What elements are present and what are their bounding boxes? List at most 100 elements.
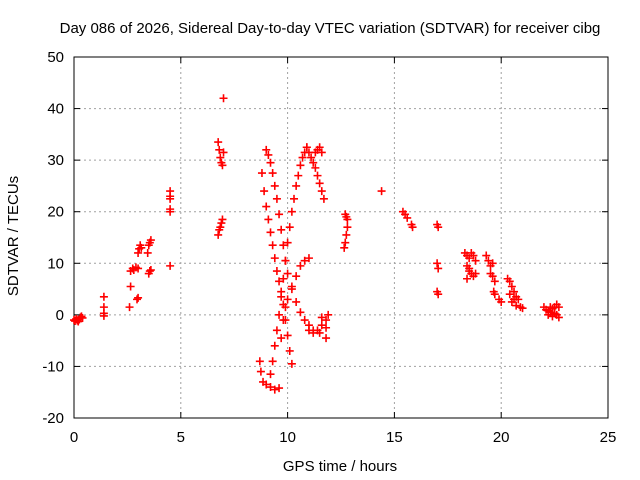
data-point: [463, 274, 472, 283]
data-point: [287, 207, 296, 216]
data-point: [266, 383, 275, 392]
data-point: [471, 269, 480, 278]
data-point: [319, 194, 328, 203]
series-cluster-12.7: [340, 210, 352, 252]
series-cluster-20.3-21.0: [503, 274, 527, 313]
y-tick-labels: -20 -10 0 10 20 30 40 50: [42, 49, 64, 427]
data-point: [217, 219, 226, 228]
data-point: [490, 290, 499, 299]
series-cluster-0.0-0.4: [70, 312, 87, 326]
series-cluster-1.4: [99, 292, 108, 320]
data-point: [465, 254, 474, 263]
data-point: [214, 138, 223, 147]
data-point: [505, 290, 514, 299]
data-point: [277, 292, 286, 301]
data-point: [298, 153, 307, 162]
data-point: [255, 357, 264, 366]
data-point: [465, 264, 474, 273]
y-tick-label: 0: [56, 307, 64, 324]
data-point: [304, 326, 313, 335]
data-point: [270, 254, 279, 263]
data-point: [99, 311, 108, 320]
y-tick-label: -20: [42, 410, 64, 427]
data-point: [490, 277, 499, 286]
data-point: [342, 230, 351, 239]
data-point: [283, 331, 292, 340]
data-point: [146, 236, 155, 245]
data-point: [343, 223, 352, 232]
data-point: [307, 153, 316, 162]
data-point: [292, 297, 301, 306]
data-point: [78, 313, 87, 322]
data-point: [166, 261, 175, 270]
data-point: [262, 380, 271, 389]
series-cluster-19.3-19.7: [482, 251, 506, 306]
data-point: [554, 303, 563, 312]
data-point: [322, 323, 331, 332]
data-point: [287, 282, 296, 291]
data-point: [482, 251, 491, 260]
series-arc-f: [304, 310, 333, 337]
data-point: [143, 248, 152, 257]
data-point: [510, 295, 519, 304]
data-point: [257, 169, 266, 178]
series-cluster-3.0-3.4: [134, 236, 155, 278]
data-point: [272, 194, 281, 203]
data-point: [484, 256, 493, 265]
data-point: [341, 238, 350, 247]
data-point: [218, 161, 227, 170]
data-point: [433, 259, 442, 268]
data-point: [270, 181, 279, 190]
data-point: [268, 357, 277, 366]
data-point: [99, 292, 108, 301]
data-point: [546, 303, 555, 312]
data-point: [279, 241, 288, 250]
data-point: [554, 313, 563, 322]
x-tick-label: 5: [177, 429, 185, 446]
data-point: [296, 261, 305, 270]
series-arc-c: [255, 143, 311, 394]
data-point: [488, 272, 497, 281]
x-tick-label: 25: [600, 429, 617, 446]
data-point: [219, 94, 228, 103]
data-point: [262, 145, 271, 154]
data-point: [268, 241, 277, 250]
data-point: [497, 297, 506, 306]
x-tick-label: 20: [493, 429, 510, 446]
data-point: [317, 148, 326, 157]
data-point: [218, 215, 227, 224]
data-point: [277, 334, 286, 343]
data-point: [548, 312, 557, 321]
data-point: [309, 158, 318, 167]
data-point: [133, 295, 142, 304]
series-cluster-15.5-15.8: [398, 207, 417, 232]
data-point: [283, 295, 292, 304]
data-point: [285, 223, 294, 232]
series-cluster-2.6-3.0: [125, 263, 143, 312]
data-point: [270, 385, 279, 394]
chart-grid: [74, 57, 608, 418]
data-point: [317, 313, 326, 322]
data-point: [290, 194, 299, 203]
data-point: [296, 161, 305, 170]
series-arc-d: [302, 143, 328, 203]
data-point: [272, 326, 281, 335]
data-point: [304, 254, 313, 263]
data-point: [283, 269, 292, 278]
data-point: [275, 277, 284, 286]
data-point: [262, 202, 271, 211]
data-point: [145, 267, 154, 276]
data-point: [77, 312, 86, 321]
data-point: [488, 259, 497, 268]
data-point: [264, 150, 273, 159]
data-point: [134, 264, 143, 273]
series-cluster-4.5: [166, 187, 175, 270]
data-point: [279, 274, 288, 283]
data-point: [322, 316, 331, 325]
series-cluster-17.0: [433, 220, 443, 299]
data-point: [434, 223, 443, 232]
data-point: [300, 256, 309, 265]
data-point: [292, 181, 301, 190]
data-point: [260, 187, 269, 196]
data-points: [70, 94, 563, 394]
